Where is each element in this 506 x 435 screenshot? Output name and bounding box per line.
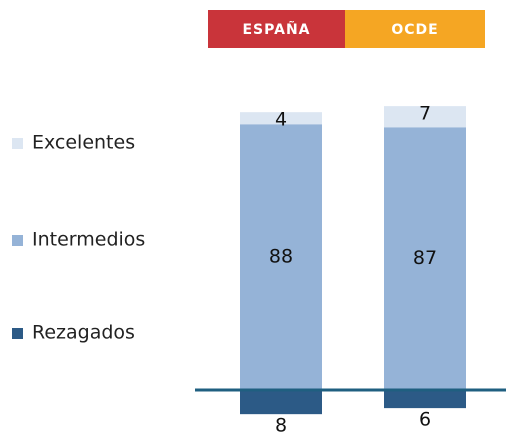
legend-swatch: [12, 328, 23, 339]
legend-swatch: [12, 138, 23, 149]
value-label: 87: [413, 247, 437, 269]
legend-label: Rezagados: [32, 322, 135, 344]
legend-label: Excelentes: [32, 132, 135, 154]
value-label: 6: [419, 409, 431, 431]
bar-segment: [240, 124, 322, 391]
header-box: [345, 10, 485, 48]
header-label: ESPAÑA: [242, 21, 310, 38]
legend-label: Intermedios: [32, 229, 145, 251]
bar-segment: [384, 106, 466, 128]
value-label: 7: [419, 103, 431, 125]
value-label: 4: [275, 109, 287, 131]
value-label: 8: [275, 415, 287, 435]
bar-segment: [384, 390, 466, 409]
bar-segment: [384, 127, 466, 390]
header-box: [208, 10, 345, 48]
bar-segment: [240, 112, 322, 125]
bar-segment: [240, 390, 322, 415]
value-label: 88: [269, 246, 293, 268]
legend-swatch: [12, 235, 23, 246]
header-label: OCDE: [391, 22, 438, 38]
